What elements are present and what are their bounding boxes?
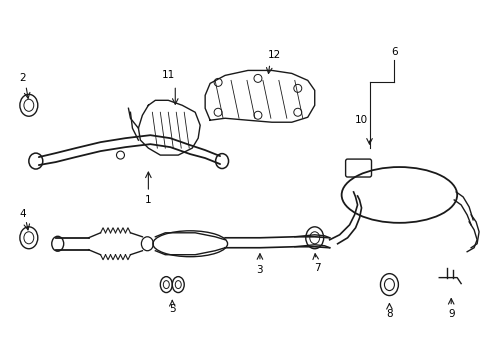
Text: 6: 6: [390, 48, 397, 58]
Text: 4: 4: [20, 209, 26, 219]
Text: 3: 3: [256, 265, 263, 275]
Text: 5: 5: [169, 305, 175, 315]
Text: 1: 1: [145, 195, 151, 205]
Text: 9: 9: [447, 310, 453, 319]
Text: 10: 10: [354, 115, 367, 125]
Text: 8: 8: [386, 310, 392, 319]
Text: 2: 2: [20, 73, 26, 84]
Text: 11: 11: [162, 71, 175, 80]
Text: 7: 7: [314, 263, 321, 273]
Text: 12: 12: [268, 50, 281, 60]
